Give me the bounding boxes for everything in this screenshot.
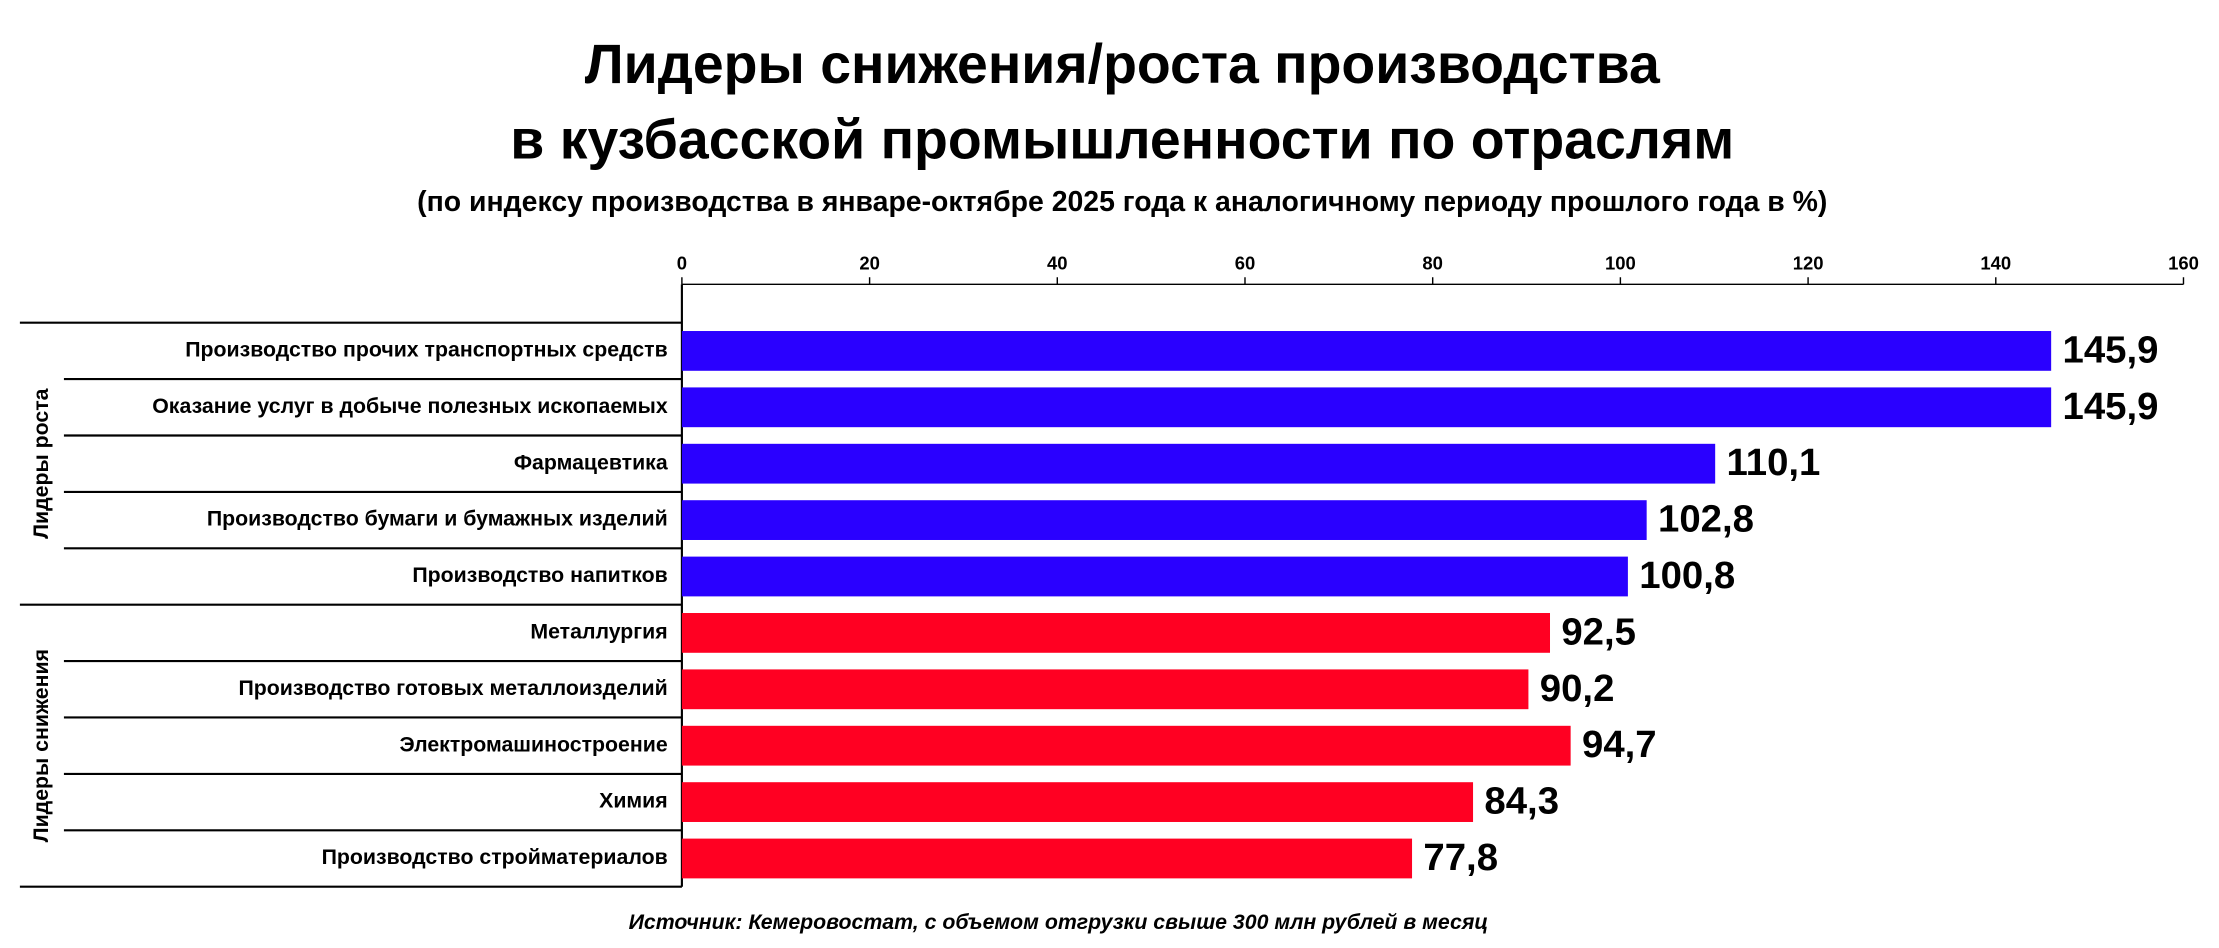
bar xyxy=(681,838,1413,879)
bar xyxy=(681,613,1551,653)
bar xyxy=(681,387,2052,428)
category-label: Химия xyxy=(599,789,668,813)
category-label: Производство прочих транспортных средств xyxy=(185,338,668,362)
value-label: 84,3 xyxy=(1484,780,1559,823)
bar xyxy=(681,500,1647,540)
value-label: 110,1 xyxy=(1727,441,1821,484)
category-label: Металлургия xyxy=(530,620,667,644)
value-label: 145,9 xyxy=(2063,328,2159,371)
x-tick-label: 40 xyxy=(1047,252,1068,273)
source-note: Источник: Кемеровостат, с объемом отгруз… xyxy=(629,910,1489,934)
chart-title: Лидеры снижения/роста производства xyxy=(585,33,1661,95)
bar xyxy=(681,669,1529,710)
value-label: 90,2 xyxy=(1540,667,1615,710)
x-tick-label: 140 xyxy=(1980,252,2011,273)
category-label: Производство готовых металлоизделий xyxy=(238,676,667,700)
category-label: Производство бумаги и бумажных изделий xyxy=(207,507,668,531)
x-tick-label: 160 xyxy=(2168,252,2199,273)
x-tick-label: 100 xyxy=(1605,252,1636,273)
group-label: Лидеры роста xyxy=(29,388,53,539)
value-label: 77,8 xyxy=(1423,836,1498,879)
category-label: Производство стройматериалов xyxy=(322,845,668,869)
x-tick-label: 80 xyxy=(1422,252,1443,273)
bar xyxy=(681,725,1571,766)
chart-subtitle: (по индексу производства в январе-октябр… xyxy=(417,186,1827,218)
value-label: 102,8 xyxy=(1658,498,1754,541)
value-label: 100,8 xyxy=(1639,554,1735,597)
category-label: Производство напитков xyxy=(412,563,667,587)
bar xyxy=(681,556,1628,597)
category-label: Фармацевтика xyxy=(514,450,668,474)
category-label: Оказание услуг в добыче полезных ископае… xyxy=(152,394,668,418)
category-label: Электромашиностроение xyxy=(399,732,667,756)
x-tick-label: 0 xyxy=(677,252,687,273)
x-tick-label: 120 xyxy=(1793,252,1824,273)
value-label: 145,9 xyxy=(2063,385,2159,428)
group-label: Лидеры снижения xyxy=(29,649,53,842)
bar xyxy=(681,782,1474,822)
x-tick-label: 60 xyxy=(1235,252,1256,273)
bar xyxy=(681,443,1716,484)
x-tick-label: 20 xyxy=(859,252,880,273)
value-label: 92,5 xyxy=(1561,610,1636,653)
value-label: 94,7 xyxy=(1582,723,1657,766)
chart-title: в кузбасской промышленности по отраслям xyxy=(510,108,1734,170)
bar xyxy=(681,331,2052,371)
